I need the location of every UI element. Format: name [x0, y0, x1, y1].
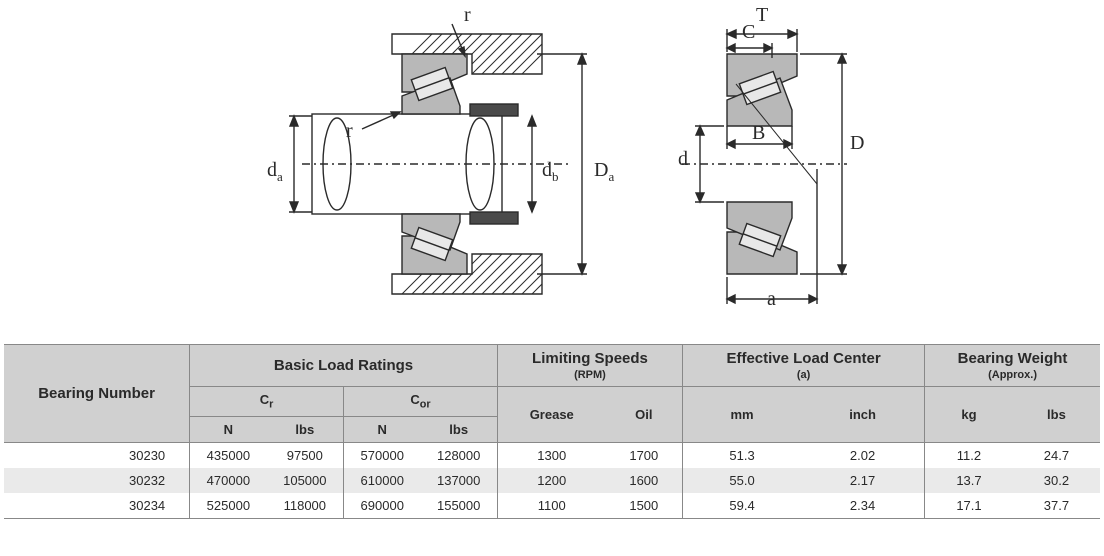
table-cell: 1100	[497, 493, 605, 519]
label-r-upper: r	[464, 4, 471, 27]
technical-diagram: da r r db Da T C d B D a	[102, 4, 1002, 324]
th-lbs2: lbs	[1013, 387, 1100, 443]
table-body: 30230435000975005700001280001300170051.3…	[4, 442, 1100, 518]
th-basic-load: Basic Load Ratings	[190, 345, 498, 387]
table-cell: 24.7	[1013, 442, 1100, 468]
bearing-data-table: Bearing Number Basic Load Ratings Limiti…	[4, 344, 1100, 519]
th-cor-n: N	[344, 416, 421, 442]
label-db: db	[542, 159, 559, 185]
th-oil: Oil	[606, 387, 683, 443]
label-B: B	[752, 122, 765, 145]
table-cell: 2.17	[801, 468, 925, 493]
table-cell: 435000	[190, 442, 267, 468]
th-kg: kg	[925, 387, 1013, 443]
table-row: 302324700001050006100001370001200160055.…	[4, 468, 1100, 493]
table-cell: 155000	[420, 493, 497, 519]
table-cell: 51.3	[683, 442, 802, 468]
table-cell: 1300	[497, 442, 605, 468]
th-inch: inch	[801, 387, 925, 443]
bearing-mount-diagram	[282, 14, 642, 314]
table-row: 30230435000975005700001280001300170051.3…	[4, 442, 1100, 468]
label-a: a	[767, 288, 776, 311]
table-cell: 30.2	[1013, 468, 1100, 493]
th-mm: mm	[683, 387, 802, 443]
th-cor: Cor	[344, 387, 498, 417]
table-cell: 470000	[190, 468, 267, 493]
label-C: C	[742, 21, 755, 44]
table-cell: 2.02	[801, 442, 925, 468]
table-cell: 1600	[606, 468, 683, 493]
table-cell: 2.34	[801, 493, 925, 519]
table-cell: 11.2	[925, 442, 1013, 468]
table-cell: 55.0	[683, 468, 802, 493]
label-d: d	[678, 148, 688, 171]
th-cr-n: N	[190, 416, 267, 442]
th-grease: Grease	[497, 387, 605, 443]
table-cell: 105000	[267, 468, 344, 493]
label-r-lower: r	[346, 120, 353, 143]
table-cell: 690000	[344, 493, 421, 519]
table-cell: 30230	[4, 442, 190, 468]
table-cell: 137000	[420, 468, 497, 493]
table-cell: 118000	[267, 493, 344, 519]
th-cr-lbs: lbs	[267, 416, 344, 442]
bearing-section-diagram	[672, 14, 902, 314]
table-cell: 525000	[190, 493, 267, 519]
table-cell: 13.7	[925, 468, 1013, 493]
th-eff-load-center: Effective Load Center (a)	[683, 345, 925, 387]
th-limiting-speeds: Limiting Speeds (RPM)	[497, 345, 682, 387]
table-cell: 97500	[267, 442, 344, 468]
th-bearing-weight: Bearing Weight (Approx.)	[925, 345, 1100, 387]
table-cell: 17.1	[925, 493, 1013, 519]
th-cor-lbs: lbs	[420, 416, 497, 442]
table-cell: 30234	[4, 493, 190, 519]
table-cell: 30232	[4, 468, 190, 493]
label-D: D	[850, 132, 864, 155]
table-cell: 128000	[420, 442, 497, 468]
table-cell: 37.7	[1013, 493, 1100, 519]
th-cr: Cr	[190, 387, 344, 417]
table-cell: 1200	[497, 468, 605, 493]
table-cell: 570000	[344, 442, 421, 468]
table-cell: 59.4	[683, 493, 802, 519]
label-T: T	[756, 4, 768, 27]
table-row: 302345250001180006900001550001100150059.…	[4, 493, 1100, 519]
label-Da: Da	[594, 159, 614, 185]
table-cell: 1700	[606, 442, 683, 468]
table-cell: 610000	[344, 468, 421, 493]
label-da: da	[267, 159, 283, 185]
th-bearing-number: Bearing Number	[4, 345, 190, 443]
table-cell: 1500	[606, 493, 683, 519]
